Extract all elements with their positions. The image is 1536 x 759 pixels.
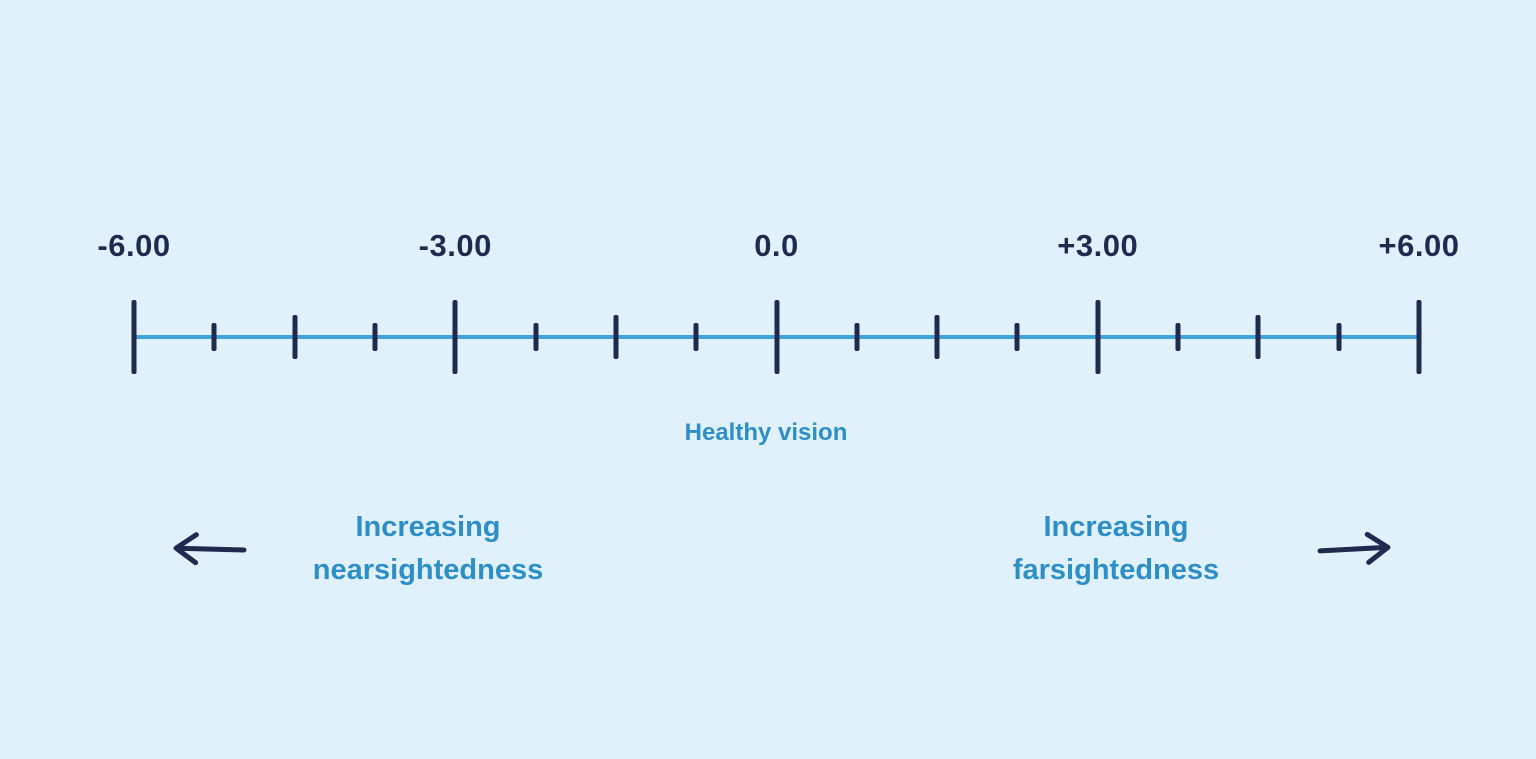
tick--1.5 [613,315,619,359]
left-arrow-icon [168,529,249,569]
number-line [131,300,1422,374]
nearsightedness-line2: nearsightedness [312,553,544,586]
tick-4.5 [1255,315,1261,359]
tick-3.75 [1175,323,1181,351]
tick--5.25 [211,323,217,351]
tick-0.75 [854,323,860,351]
right-arrow-icon [1315,528,1397,570]
tick--3 [452,300,458,374]
nearsightedness-annotation: Increasing nearsightedness [313,506,543,592]
tick--4.5 [292,315,298,359]
nearsightedness-line1: Increasing [355,511,501,543]
scale-label-3: +3.00 [1057,228,1139,263]
farsightedness-annotation: Increasing farsightedness [1013,506,1219,592]
scale-label-0: 0.0 [754,228,799,263]
scale-label--6: -6.00 [97,228,171,263]
tick-1.5 [934,315,940,359]
tick--3.75 [372,323,378,351]
tick-3 [1095,300,1101,374]
tick-5.25 [1336,323,1342,351]
scale-labels: -6.00 -3.00 0.0 +3.00 +6.00 [97,228,1459,270]
farsightedness-line2: farsightedness [1012,553,1220,586]
tick--2.25 [533,323,539,351]
tick-6 [1416,300,1422,374]
scale-label--3: -3.00 [418,228,492,263]
tick-2.25 [1014,323,1020,351]
tick--6 [131,300,137,374]
farsightedness-line1: Increasing [1043,511,1189,543]
healthy-vision-label: Healthy vision [684,419,848,446]
scale-label-6: +6.00 [1378,228,1460,263]
tick-0 [774,300,779,374]
tick--0.75 [693,323,699,351]
